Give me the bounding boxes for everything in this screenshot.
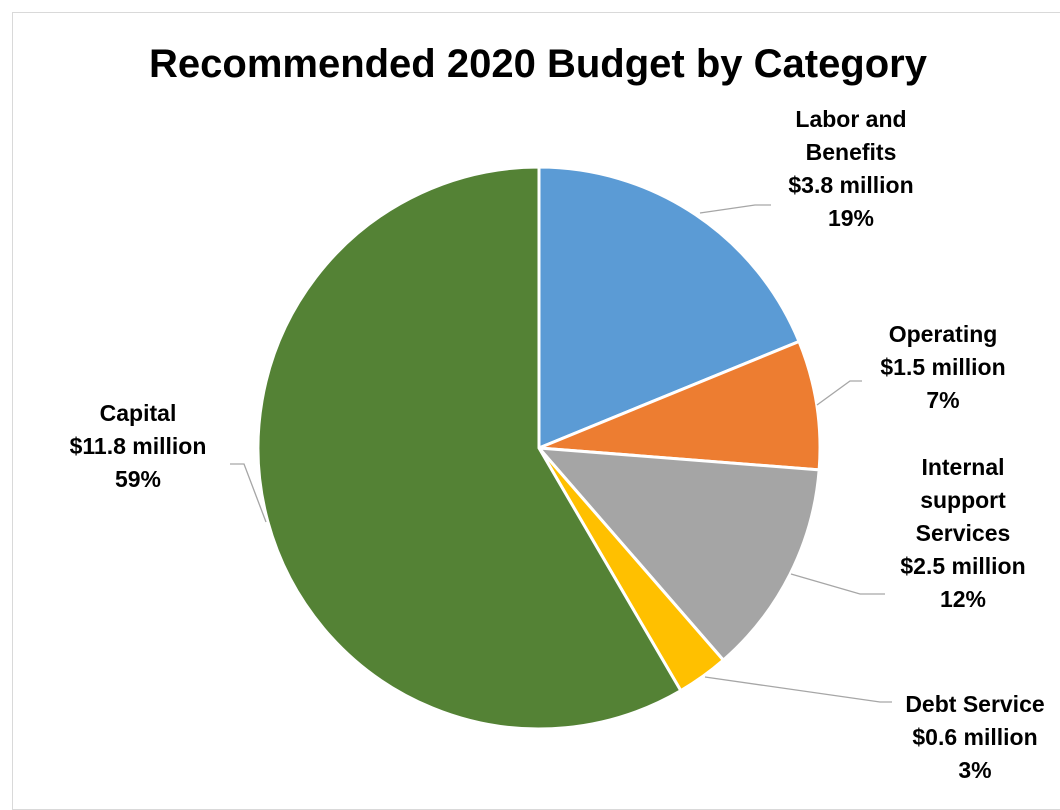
leader-line-internal-support-services (790, 573, 885, 595)
slice-label-debt-service: Debt Service $0.6 million 3% (905, 691, 1044, 783)
leader-line-capital (230, 463, 267, 523)
slice-label-capital: Capital $11.8 million 59% (70, 400, 207, 492)
slice-label-operating: Operating $1.5 million 7% (880, 321, 1005, 413)
pie-slice-labor-and-benefits (537, 165, 801, 451)
pie-slice-internal-support-services (535, 446, 821, 663)
leader-line-labor-and-benefits (699, 204, 771, 214)
chart-title: Recommended 2020 Budget by Category (149, 42, 928, 86)
slice-label-internal-support-services: Internal support Services $2.5 million 12% (900, 454, 1025, 612)
slice-label-labor-and-benefits: Labor and Benefits $3.8 million 19% (788, 106, 913, 231)
leader-lines (230, 204, 892, 703)
pie-slice-operating (538, 339, 822, 472)
pie-slice-capital (256, 165, 683, 731)
slice-labels: Labor and Benefits $3.8 million 19% Operatin… (70, 106, 1045, 783)
leader-line-debt-service (704, 676, 892, 703)
pie-slices (256, 165, 822, 731)
leader-line-operating (816, 380, 862, 406)
